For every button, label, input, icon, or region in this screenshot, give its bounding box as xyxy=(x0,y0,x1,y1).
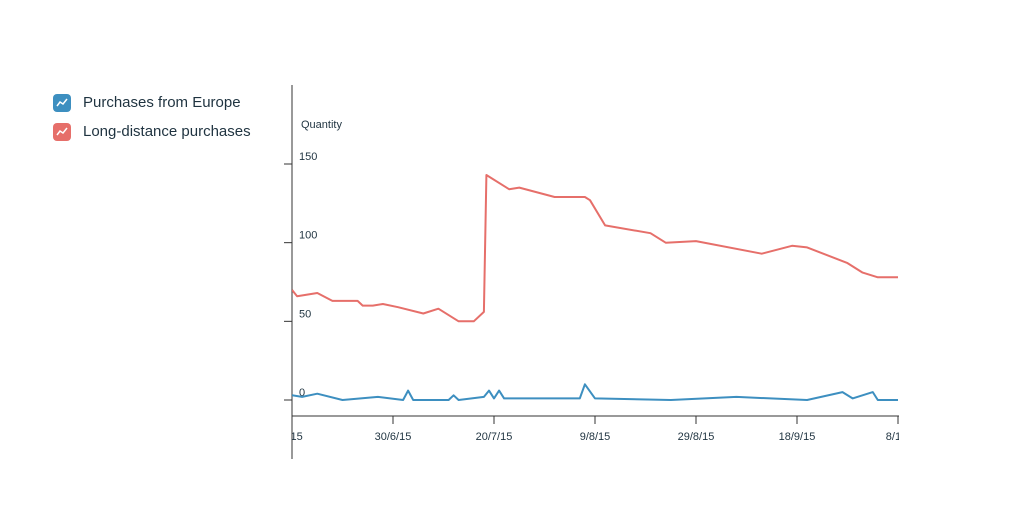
series-line-europe xyxy=(292,383,898,401)
axes: Quantity xyxy=(291,85,899,459)
x-tick-label: 5/15 xyxy=(281,431,302,443)
y-tick-label: 150 xyxy=(299,151,317,163)
legend-label-long-distance: Long-distance purchases xyxy=(83,123,251,140)
x-tick-label: 30/6/15 xyxy=(375,431,412,443)
line-chart-icon xyxy=(53,122,71,141)
x-tick-label: 9/8/15 xyxy=(580,431,611,443)
legend: Purchases from Europe Long-distance purc… xyxy=(53,88,251,146)
y-axis-title: Quantity xyxy=(301,119,342,131)
y-ticks: 0 50 100 150 xyxy=(284,151,317,401)
y-tick-label: 100 xyxy=(299,230,317,242)
legend-item-long-distance[interactable]: Long-distance purchases xyxy=(53,117,251,146)
line-chart-icon xyxy=(53,93,71,112)
x-tick-label: 29/8/15 xyxy=(678,431,715,443)
x-tick-label: 20/7/15 xyxy=(476,431,513,443)
series-line-long-distance xyxy=(292,174,898,323)
x-ticks: 5/15 30/6/15 20/7/15 9/8/15 29/8/15 18/9/15 8/… xyxy=(281,416,911,443)
series-layer xyxy=(292,174,898,401)
y-tick-label: 50 xyxy=(299,308,311,320)
legend-label-europe: Purchases from Europe xyxy=(83,94,241,111)
legend-item-europe[interactable]: Purchases from Europe xyxy=(53,88,251,117)
x-tick-label: 18/9/15 xyxy=(779,431,816,443)
y-tick-label: 0 xyxy=(299,387,305,399)
x-tick-label: 8/10/ xyxy=(886,431,911,443)
